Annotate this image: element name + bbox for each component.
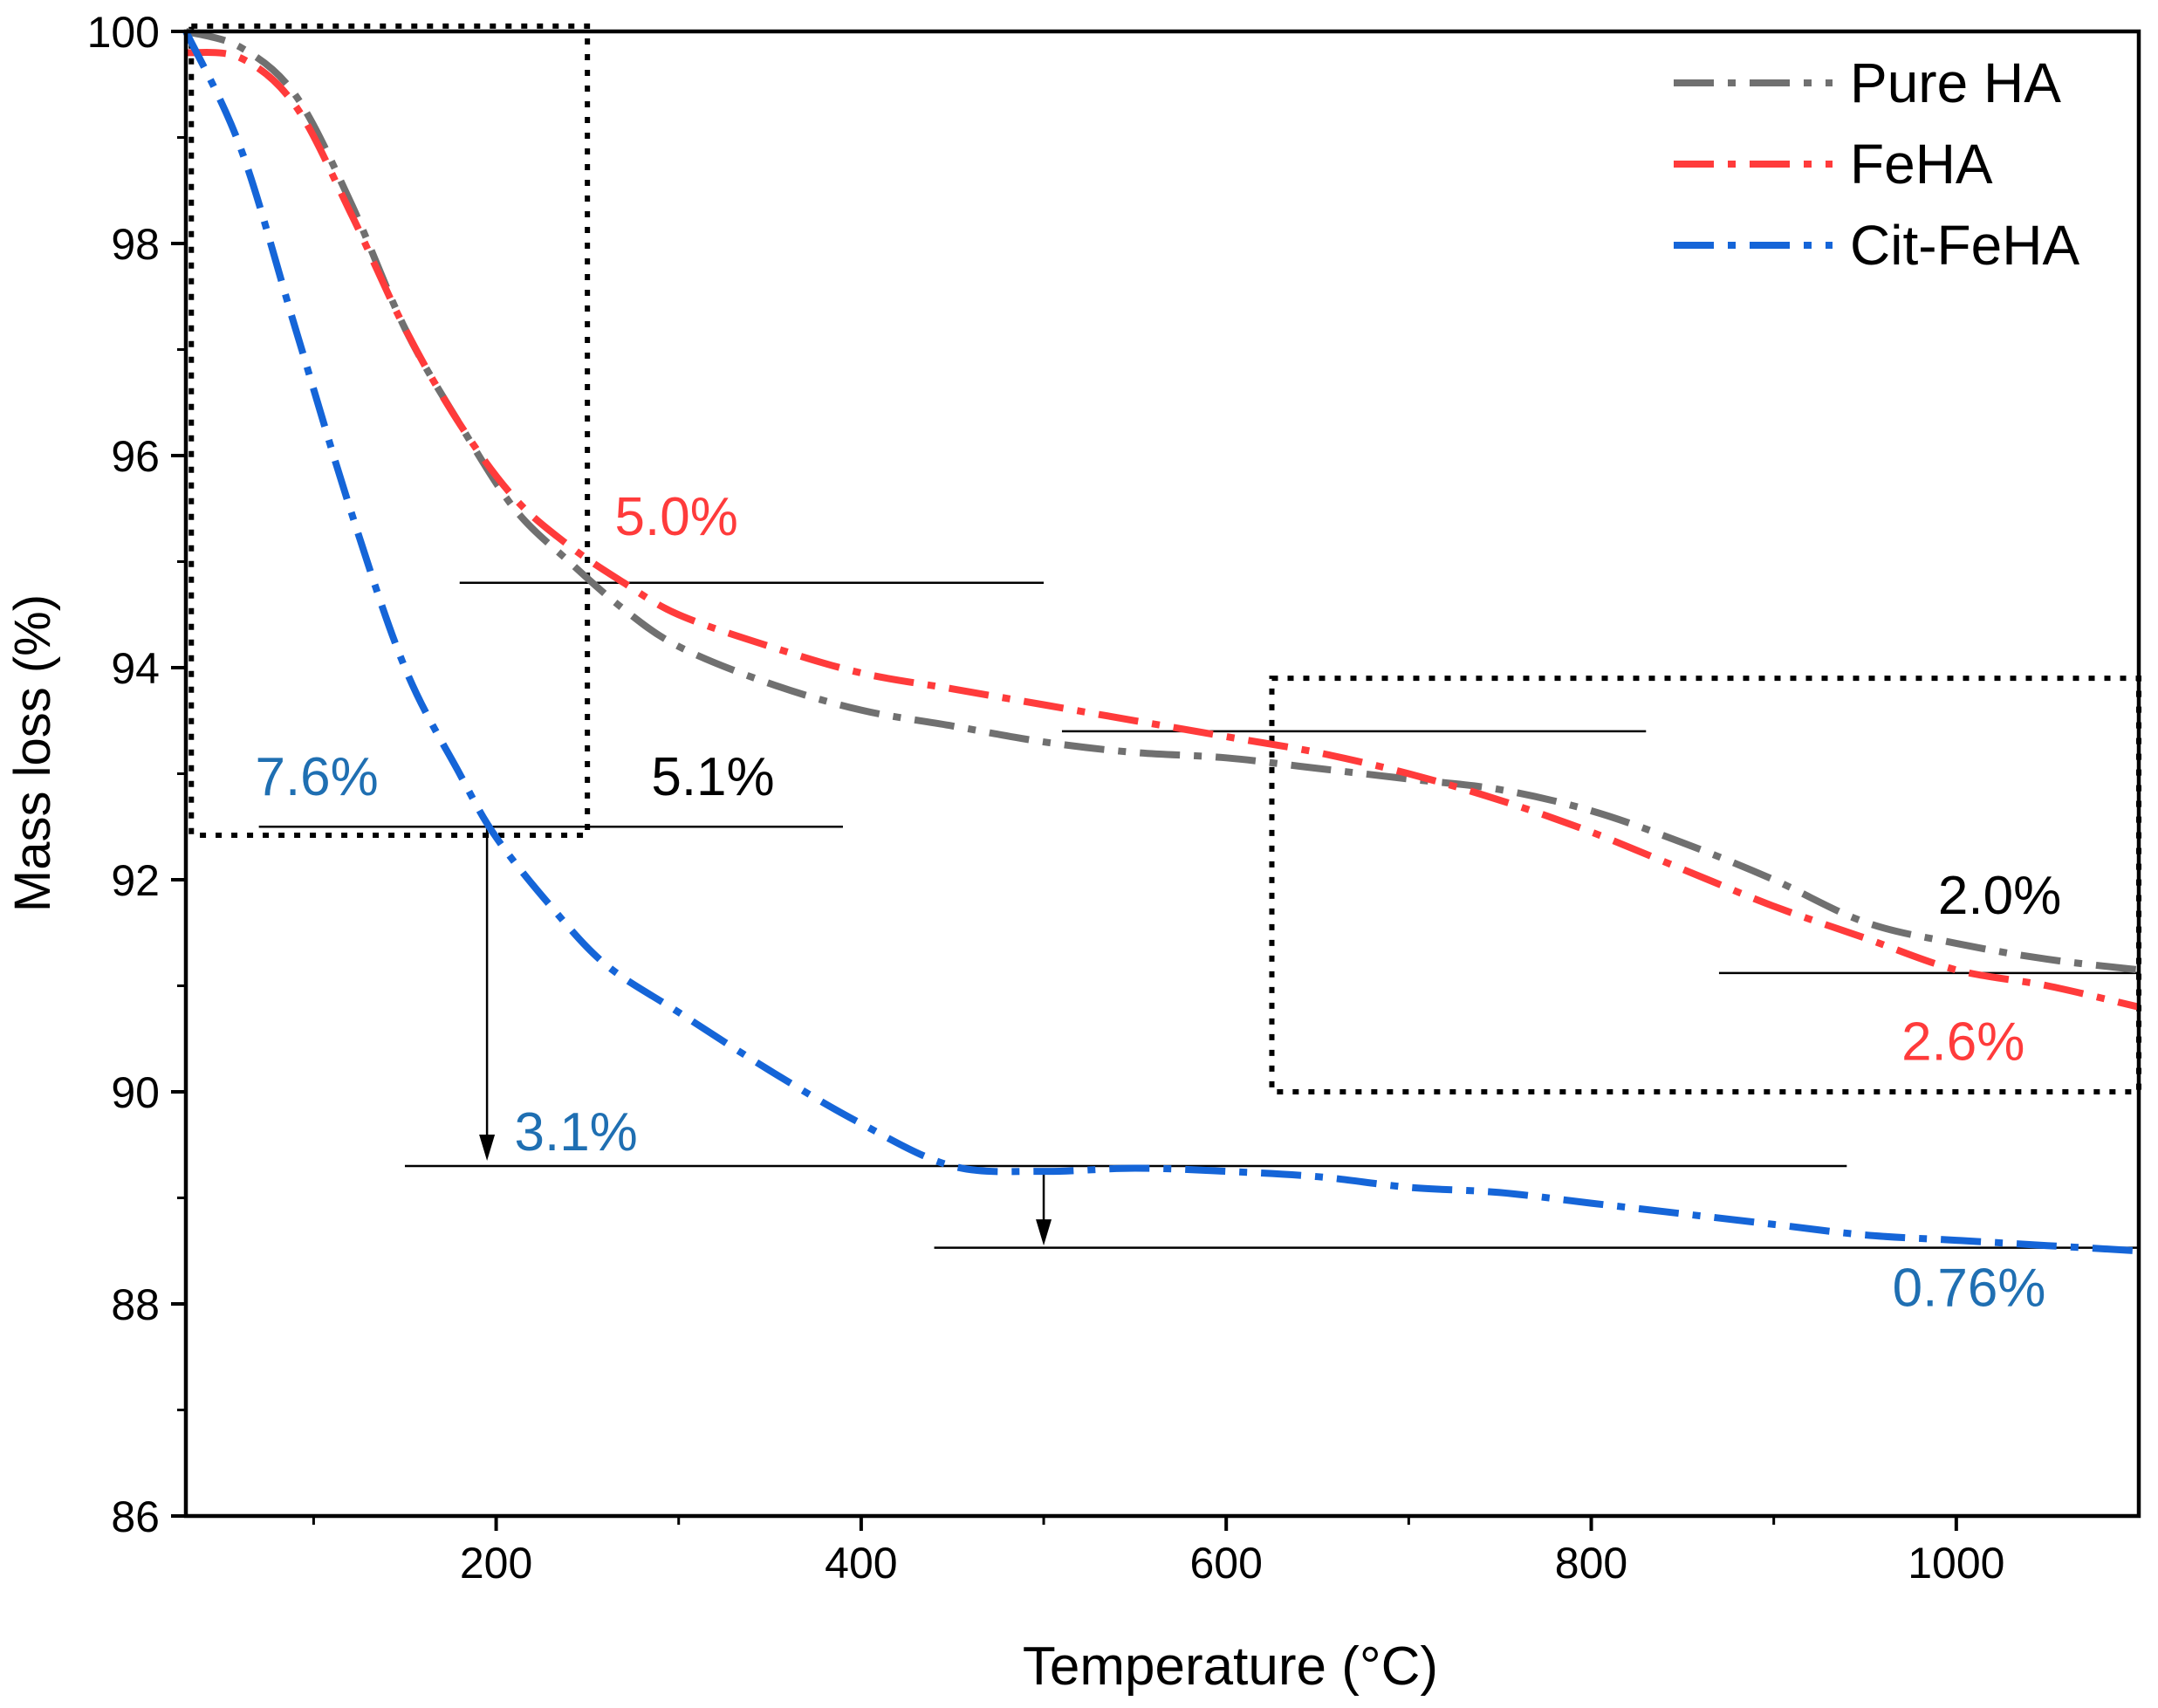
x-tick-label: 1000 [1908,1539,2004,1588]
arrow-head [479,1134,496,1161]
y-axis-label: Mass loss (%) [4,594,61,912]
annotation-3: 7.6% [255,747,378,807]
highlight-box-1 [188,23,591,838]
annotation-1: 5.0% [615,487,738,547]
y-tick-label: 90 [111,1068,160,1117]
annotation-6: 2.6% [1901,1012,2024,1073]
x-axis-label: Temperature (°C) [1023,1636,1438,1697]
y-tick-label: 88 [111,1280,160,1329]
y-tick-label: 94 [111,644,160,693]
legend-item-feha: FeHA [1674,133,1993,195]
annotation-2: 5.1% [651,747,774,807]
x-tick-label: 200 [460,1539,532,1588]
y-tick-label: 98 [111,220,160,269]
y-tick-label: 100 [87,8,160,57]
x-tick-label: 400 [825,1539,897,1588]
series-line-feha [185,48,2140,1011]
x-tick-label: 600 [1189,1539,1262,1588]
legend-label: FeHA [1850,133,1993,195]
annotation-4: 3.1% [514,1102,637,1163]
annotation-7: 0.76% [1893,1258,2046,1318]
legend-label: Cit-FeHA [1850,214,2079,277]
y-tick-label: 96 [111,432,160,481]
y-tick-label: 92 [111,856,160,905]
annotation-5: 2.0% [1938,866,2061,926]
legend-label: Pure HA [1850,51,2061,114]
series-line-cit-feha [182,30,2140,1255]
legend: Pure HA FeHA Cit-FeHA [1674,51,2079,277]
legend-item-cit-feha: Cit-FeHA [1674,214,2079,277]
y-tick-label: 86 [111,1492,160,1541]
arrow-2 [1036,1171,1052,1246]
x-tick-label: 800 [1555,1539,1627,1588]
axes: 200 400 600 800 1000 86 88 90 92 94 96 98 100 [87,8,2141,1588]
legend-item-pure-ha: Pure HA [1674,51,2061,114]
arrow-head [1036,1219,1052,1246]
arrow-1 [479,827,496,1161]
plot-area: 5.0% 5.1% 7.6% 3.1% 2.0% 2.6% 0.76% [182,23,2142,1318]
